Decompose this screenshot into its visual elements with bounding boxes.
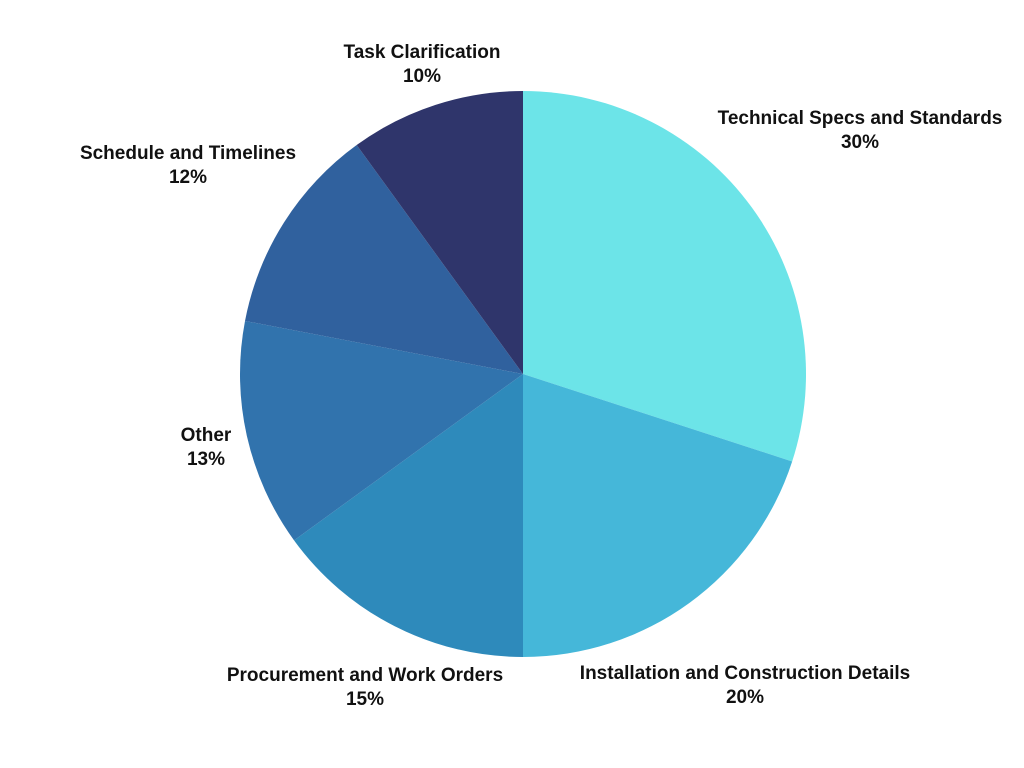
slice-label-text: Technical Specs and Standards <box>717 108 1003 129</box>
slice-label-text: Procurement and Work Orders <box>226 665 504 686</box>
pie-slice-1 <box>523 374 793 657</box>
slice-label-percent: 10% <box>402 66 442 87</box>
slice-label-percent: 15% <box>345 689 385 710</box>
slice-label-schedule-and-timelines: Schedule and Timelines 12% <box>80 142 296 190</box>
pie-slice-0 <box>523 91 807 462</box>
slice-label-task-clarification: Task Clarification 10% <box>344 41 501 89</box>
slice-label-text: Other <box>180 425 232 446</box>
slice-label-percent: 20% <box>725 687 765 708</box>
slice-label-percent: 30% <box>840 132 880 153</box>
slice-label-other: Other 13% <box>181 424 232 472</box>
slice-label-text: Schedule and Timelines <box>79 143 297 164</box>
slice-label-text: Installation and Construction Details <box>579 663 911 684</box>
slice-label-percent: 12% <box>168 167 208 188</box>
pie-slice-3 <box>239 320 524 541</box>
slice-label-installation-and-construction-details: Installation and Construction Details 20… <box>580 662 910 710</box>
pie-slice-4 <box>245 145 523 374</box>
pie-slice-5 <box>356 91 523 374</box>
slice-label-technical-specs-and-standards: Technical Specs and Standards 30% <box>718 107 1003 155</box>
slice-label-procurement-and-work-orders: Procurement and Work Orders 15% <box>227 664 503 712</box>
pie-slice-2 <box>294 374 523 657</box>
slice-label-percent: 13% <box>186 449 226 470</box>
slice-label-text: Task Clarification <box>343 42 501 63</box>
